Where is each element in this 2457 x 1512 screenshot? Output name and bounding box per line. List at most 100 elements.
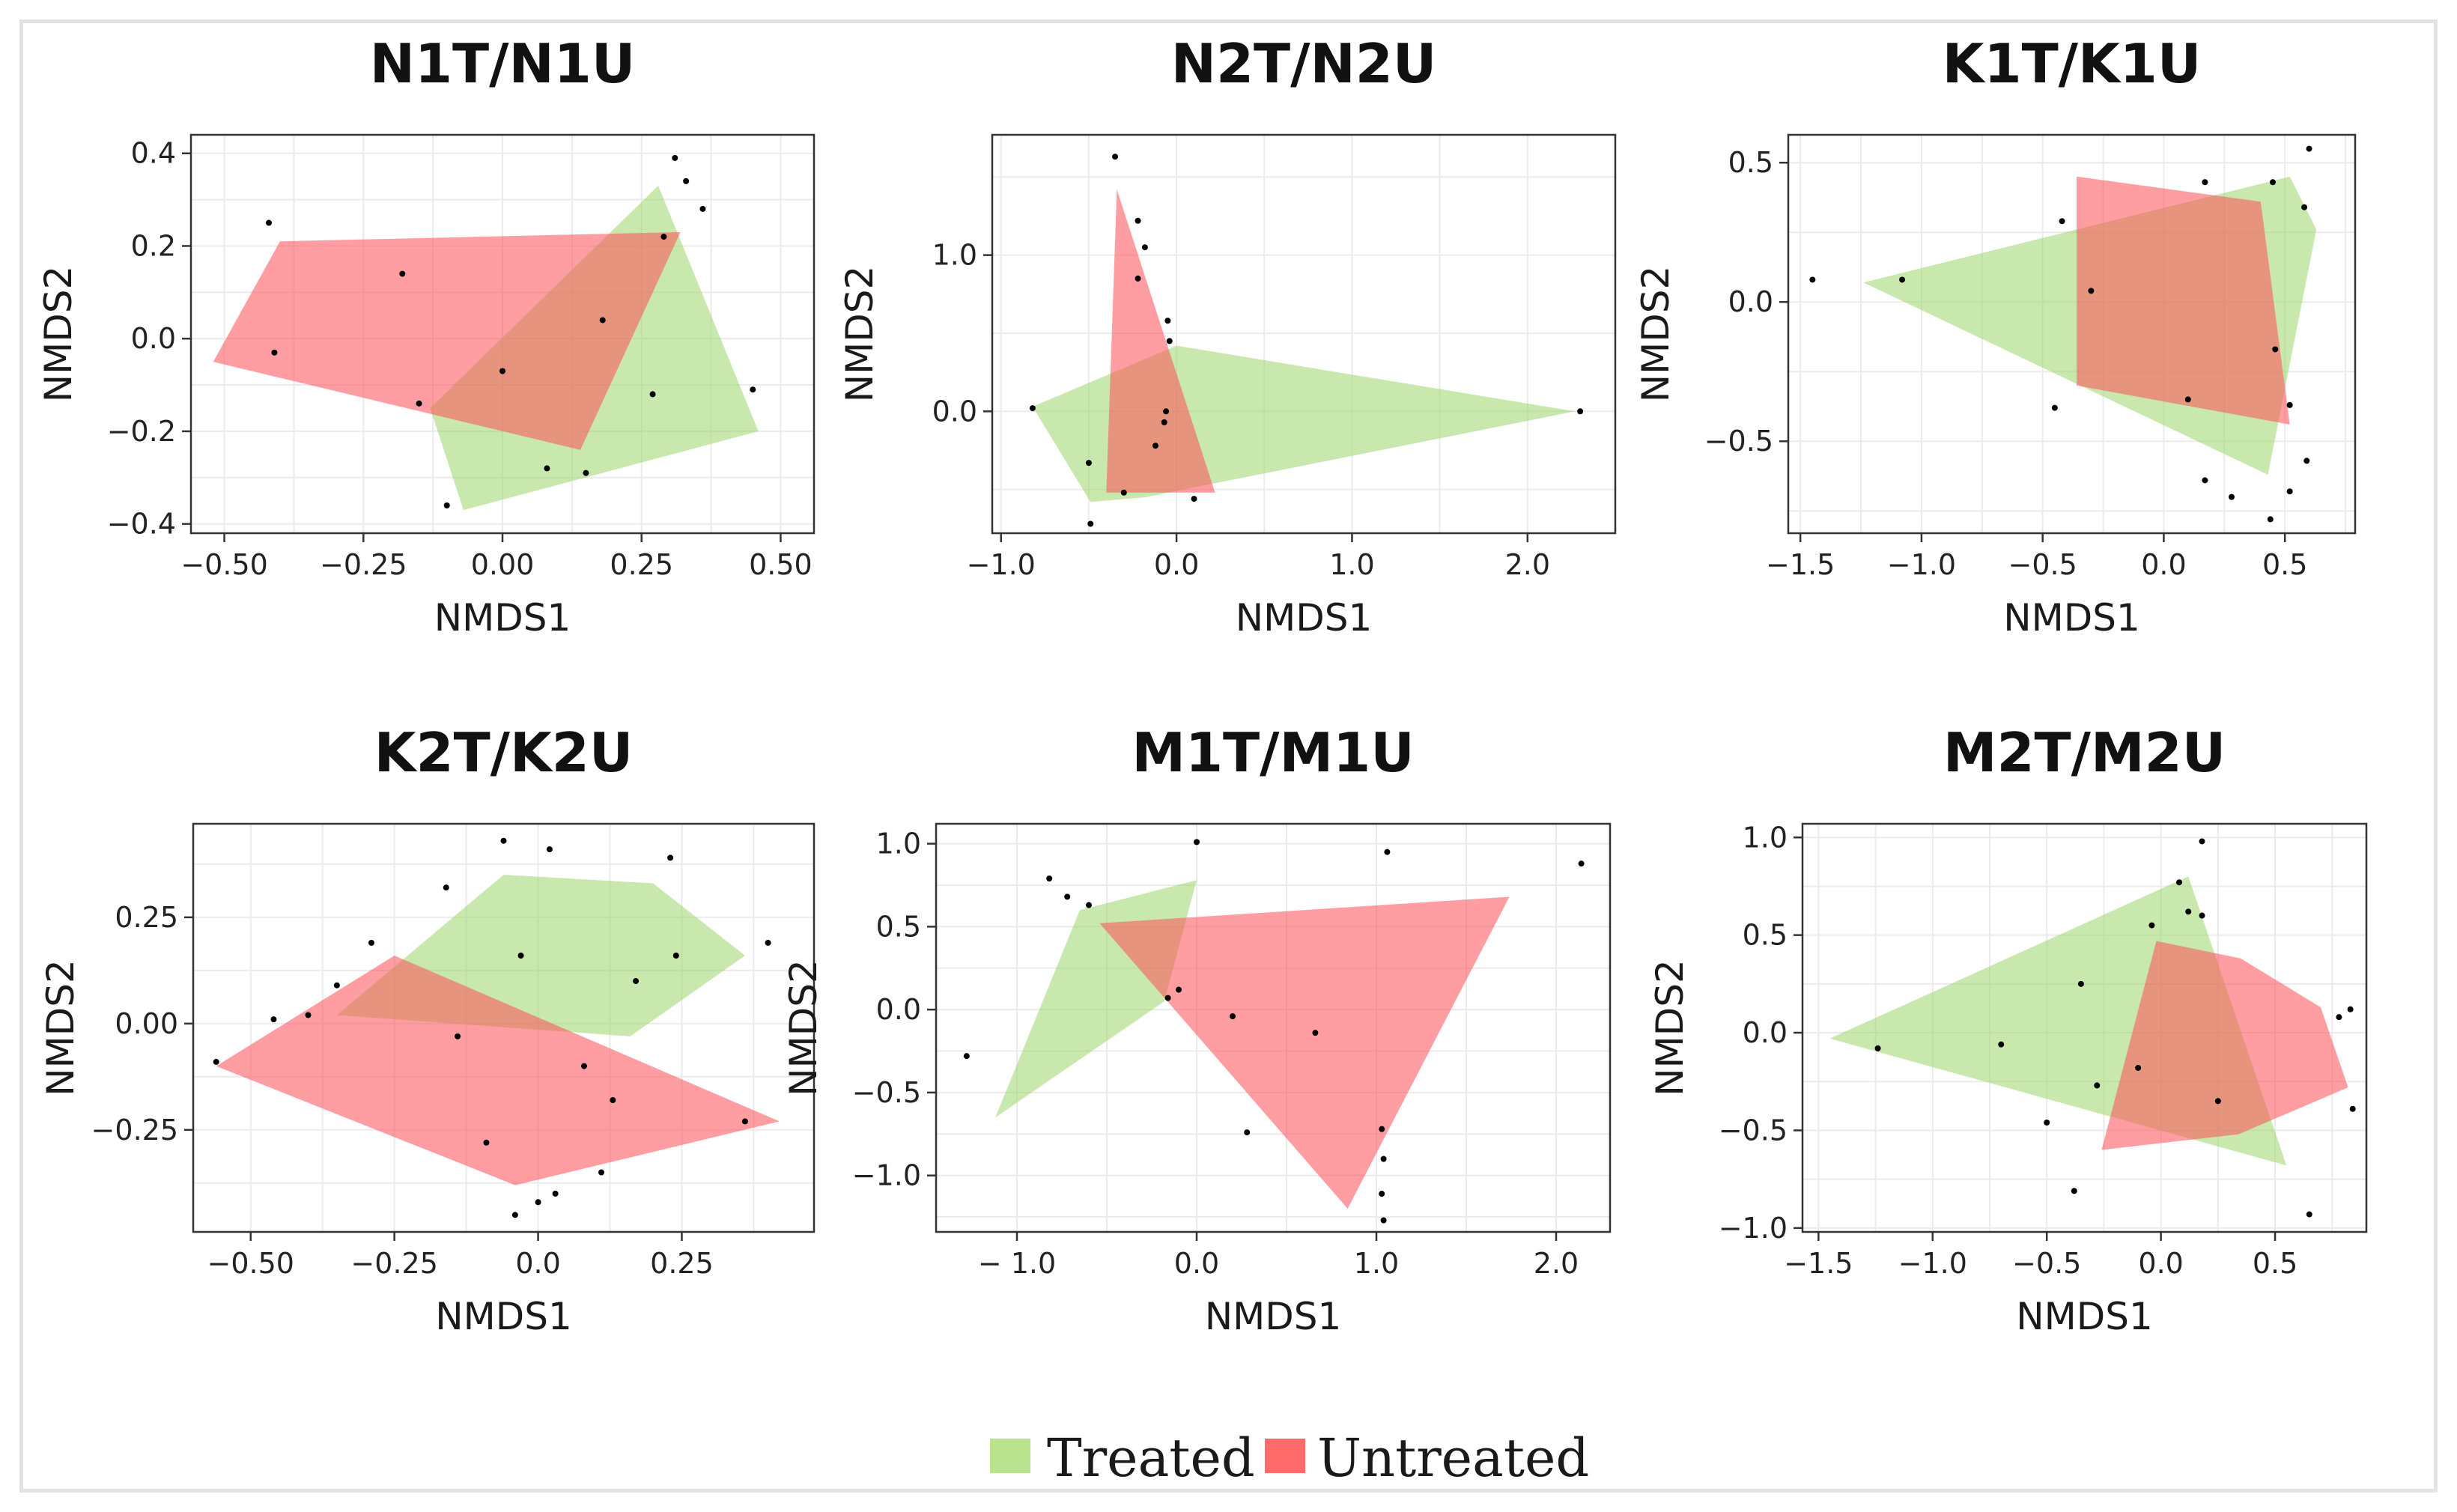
x-tick-label: −0.5 <box>2008 548 2077 581</box>
x-axis-label: NMDS1 <box>1205 1295 1342 1338</box>
data-point <box>2135 1064 2142 1071</box>
panel-border <box>1801 822 2368 1233</box>
y-tick-label: 0.5 <box>1743 919 1788 952</box>
data-point <box>333 982 340 989</box>
panel-title: K1T/K1U <box>1943 32 2202 95</box>
legend: Treated Untreated <box>990 1427 1589 1489</box>
data-point <box>1161 419 1167 425</box>
data-point <box>598 1169 604 1176</box>
data-point <box>1384 848 1391 855</box>
data-point <box>660 234 667 240</box>
data-point <box>649 391 656 398</box>
data-point <box>2301 204 2308 210</box>
panel-5: − 1.0 0.0 1.0 2.0 −1.0 −0.5 0.0 0.5 1.0 M1T/M1U NM… <box>782 721 1612 1338</box>
data-point <box>610 1097 616 1104</box>
data-point <box>266 219 272 226</box>
data-point <box>699 205 706 212</box>
data-point <box>741 1118 748 1125</box>
x-tick-label: −0.25 <box>350 1247 437 1280</box>
y-tick-label: 1.0 <box>1743 821 1788 854</box>
data-point <box>535 1199 541 1206</box>
data-point <box>2286 488 2293 495</box>
data-point <box>2051 404 2058 411</box>
y-tick-label: 0.5 <box>876 910 921 943</box>
y-tick-label: 1.0 <box>932 239 977 272</box>
data-point <box>1194 839 1200 845</box>
data-point <box>416 400 422 407</box>
y-tick-label: 0.0 <box>131 322 176 355</box>
x-axis-label: NMDS1 <box>2016 1295 2153 1338</box>
data-point <box>2306 145 2312 152</box>
x-axis-label: NMDS1 <box>434 596 571 640</box>
data-point <box>1086 902 1092 908</box>
y-axis-label: NMDS2 <box>782 959 825 1096</box>
data-point <box>672 154 678 161</box>
data-point <box>2199 838 2205 845</box>
legend-swatch-untreated <box>1265 1439 1305 1473</box>
x-tick-label: − 1.0 <box>978 1247 1056 1280</box>
panel-title: N2T/N2U <box>1171 32 1437 95</box>
y-tick-label: 1.0 <box>876 828 921 860</box>
data-point <box>2148 922 2155 929</box>
data-point <box>1112 154 1119 160</box>
x-tick-label: 2.0 <box>1505 548 1550 581</box>
x-tick-label: 0.00 <box>471 548 535 581</box>
x-tick-label: 0.0 <box>515 1247 560 1280</box>
data-point <box>443 502 450 508</box>
data-point <box>546 846 553 853</box>
y-tick-label: 0.0 <box>1743 1016 1788 1049</box>
panel-border <box>991 133 1617 535</box>
panel-1: −0.50 −0.25 0.00 0.25 0.50 −0.4 −0.2 0.0 0.2 0.4 N… <box>37 32 816 640</box>
data-point <box>1152 443 1158 449</box>
data-point <box>517 952 524 959</box>
panel-4: −0.50 −0.25 0.0 0.25 −0.25 0.00 0.25 K2T/K2U NMD… <box>39 721 816 1338</box>
x-tick-label: −1.0 <box>1887 548 1956 581</box>
data-point <box>2044 1119 2050 1126</box>
data-point <box>2336 1014 2342 1021</box>
y-tick-label: 0.0 <box>932 395 977 428</box>
data-point <box>1064 893 1071 900</box>
y-tick-label: 0.0 <box>876 993 921 1026</box>
data-point <box>2077 980 2084 987</box>
y-tick-label: 0.5 <box>1728 146 1773 179</box>
x-tick-label: −0.25 <box>320 548 407 581</box>
data-point <box>1135 217 1141 224</box>
y-axis-label: NMDS2 <box>1648 959 1692 1096</box>
data-point <box>271 349 278 356</box>
data-point <box>1380 1217 1387 1224</box>
y-axis-label: NMDS2 <box>1634 266 1677 403</box>
data-point <box>544 465 550 472</box>
panel-border <box>935 822 1612 1233</box>
data-point <box>1176 986 1182 993</box>
y-tick-label: −0.2 <box>107 415 176 448</box>
data-point <box>1164 318 1171 324</box>
data-point <box>399 270 406 277</box>
x-tick-label: 1.0 <box>1354 1247 1399 1280</box>
x-tick-label: 0.0 <box>2141 548 2186 581</box>
data-point <box>2199 912 2205 919</box>
hull-untreated <box>2077 176 2290 425</box>
x-tick-label: −0.5 <box>2012 1247 2081 1280</box>
x-tick-label: −0.50 <box>207 1247 294 1280</box>
x-axis-label: NMDS1 <box>1236 596 1373 640</box>
x-tick-label: 2.0 <box>1534 1247 1579 1280</box>
data-point <box>1380 1156 1387 1162</box>
data-point <box>1577 408 1584 415</box>
x-tick-label: −1.5 <box>1766 548 1835 581</box>
x-tick-label: −1.0 <box>967 548 1036 581</box>
data-point <box>1135 275 1141 282</box>
data-point <box>1312 1030 1319 1036</box>
x-tick-label: 0.0 <box>1174 1247 1219 1280</box>
panel-title: N1T/N1U <box>370 32 636 95</box>
y-tick-label: 0.00 <box>115 1007 178 1040</box>
data-point <box>552 1190 559 1197</box>
legend-label-untreated: Untreated <box>1317 1427 1589 1489</box>
data-point <box>483 1139 490 1146</box>
data-point <box>2267 516 2274 523</box>
data-point <box>1244 1129 1251 1136</box>
y-tick-label: −0.5 <box>1719 1114 1788 1147</box>
data-point <box>2071 1188 2077 1194</box>
panel-border <box>192 822 816 1233</box>
panel-6: −1.5 −1.0 −0.5 0.0 0.5−1.0−0.50.00.51.0M2T/M… <box>1648 721 2368 1338</box>
